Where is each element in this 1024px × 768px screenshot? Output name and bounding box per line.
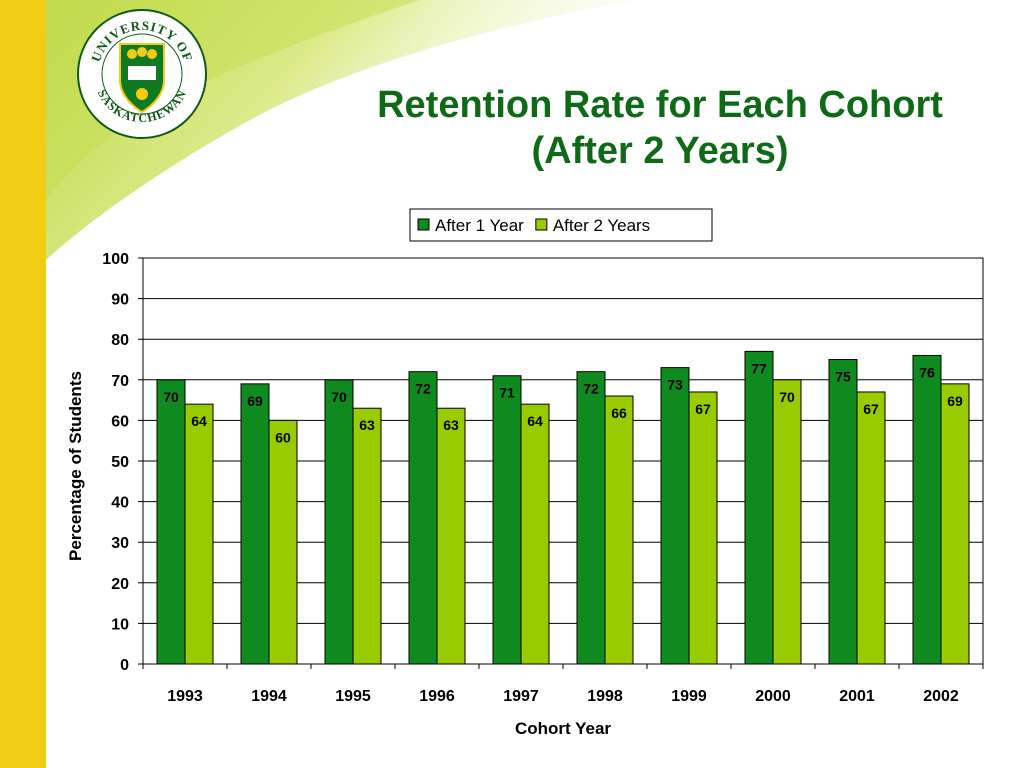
legend-swatch-after-1-year [417,218,430,231]
y-tick-label: 20 [111,576,129,593]
y-tick-label: 100 [102,251,129,268]
bar-after-2-years [772,379,802,665]
y-tick-label: 60 [111,413,129,430]
data-label-after-2-years: 60 [275,429,291,445]
y-tick-label: 50 [111,454,129,471]
y-tick-label: 30 [111,535,129,552]
data-label-after-2-years: 67 [695,401,711,417]
title-line-2: (After 2 Years) [531,130,789,172]
y-tick-label: 80 [111,332,129,349]
side-accent-bar [0,0,46,768]
data-label-after-1-year: 76 [919,364,935,380]
data-label-after-1-year: 77 [751,360,767,376]
data-label-after-2-years: 63 [359,417,375,433]
data-label-after-1-year: 73 [667,377,683,393]
data-label-after-2-years: 69 [947,393,963,409]
legend-swatch-after-2-years [535,218,548,231]
bar-after-2-years [520,403,550,665]
bar-after-1-year [156,379,186,665]
bar-after-2-years [688,391,718,665]
bar-after-2-years [184,403,214,665]
data-label-after-2-years: 64 [191,413,207,429]
data-label-after-2-years: 64 [527,413,543,429]
bar-after-1-year [660,367,690,665]
bar-after-1-year [492,375,522,665]
university-logo: UNIVERSITY OF UNIVERSITY OF SASKATCHEWAN [77,9,207,139]
data-label-after-2-years: 67 [863,401,879,417]
bar-after-1-year [576,371,606,665]
y-tick-label: 70 [111,373,129,390]
slide-title: Retention Rate for Each Cohort (After 2 … [300,82,1020,174]
y-tick-label: 90 [111,292,129,309]
data-label-after-1-year: 69 [247,393,263,409]
y-tick-label: 40 [111,495,129,512]
data-label-after-2-years: 63 [443,417,459,433]
bar-after-1-year [324,379,354,665]
x-tick-label: 1999 [671,688,707,705]
x-tick-label: 1997 [503,688,539,705]
data-label-after-1-year: 75 [835,369,851,385]
x-tick-label: 1996 [419,688,455,705]
bar-after-2-years [268,419,298,665]
bar-after-1-year [744,350,774,665]
bar-after-2-years [436,407,466,665]
x-tick-label: 1994 [251,688,287,705]
x-tick-label: 2002 [923,688,959,705]
data-label-after-2-years: 66 [611,405,627,421]
x-tick-label: 2000 [755,688,791,705]
legend-label-after-1-year: After 1 Year [435,216,524,235]
data-label-after-1-year: 72 [583,381,599,397]
x-tick-label: 2001 [839,688,875,705]
data-label-after-1-year: 70 [331,389,347,405]
title-line-1: Retention Rate for Each Cohort [377,84,943,126]
data-label-after-2-years: 70 [779,389,795,405]
bar-after-1-year [408,371,438,665]
x-axis-title: Cohort Year [515,719,611,738]
bar-after-2-years [940,383,970,665]
bar-after-2-years [856,391,886,665]
bar-after-1-year [240,383,270,665]
bar-after-1-year [828,359,858,665]
y-axis-title: Percentage of Students [66,371,85,561]
data-label-after-1-year: 71 [499,385,515,401]
bar-after-1-year [912,354,942,665]
x-tick-label: 1995 [335,688,371,705]
bar-after-2-years [352,407,382,665]
legend-label-after-2-years: After 2 Years [553,216,650,235]
y-tick-label: 0 [120,657,129,674]
x-tick-label: 1993 [167,688,203,705]
data-label-after-1-year: 70 [163,389,179,405]
data-label-after-1-year: 72 [415,381,431,397]
y-tick-label: 10 [111,616,129,633]
bar-after-2-years [604,395,634,665]
x-tick-label: 1998 [587,688,623,705]
legend [409,208,713,242]
